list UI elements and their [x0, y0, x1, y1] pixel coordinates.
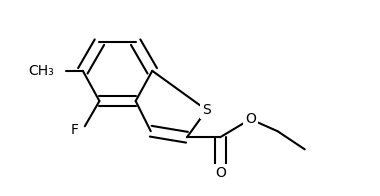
- Text: F: F: [70, 123, 78, 137]
- Text: O: O: [215, 166, 226, 181]
- Text: S: S: [202, 103, 211, 117]
- Text: CH₃: CH₃: [28, 64, 54, 78]
- Text: O: O: [245, 112, 256, 126]
